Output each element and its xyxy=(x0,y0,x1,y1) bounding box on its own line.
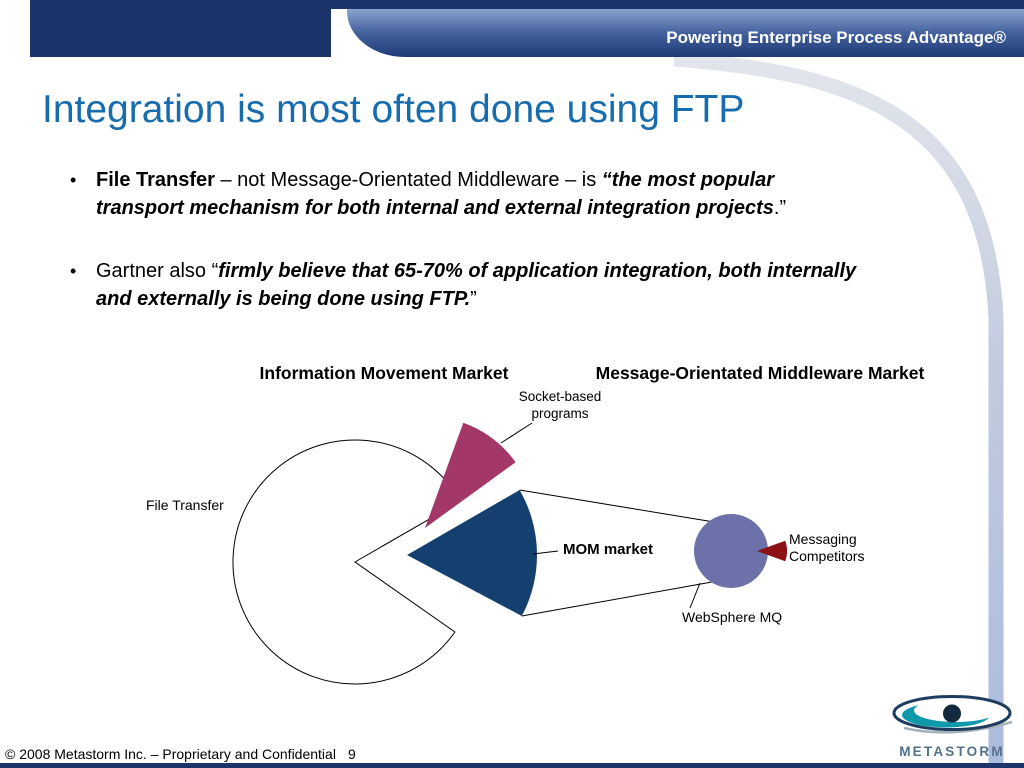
text-segment: and externally is being done using FTP. xyxy=(96,288,471,310)
footer: © 2008 Metastorm Inc. – Proprietary and … xyxy=(5,746,356,762)
funnel-line-bottom xyxy=(521,581,713,617)
bullet-line: and externally is being done using FTP.” xyxy=(96,285,856,313)
text-segment: .” xyxy=(773,197,787,219)
bullet-line: Gartner also “firmly believe that 65-70%… xyxy=(96,257,856,285)
bullet-line: transport mechanism for both internal an… xyxy=(96,194,786,222)
bullet-item: • Gartner also “firmly believe that 65-7… xyxy=(70,257,970,313)
text-segment: File Transfer xyxy=(96,169,215,191)
socket-programs-slice xyxy=(425,422,516,528)
label-line: programs xyxy=(531,406,589,421)
header-tagline: Powering Enterprise Process Advantage® xyxy=(666,28,1006,47)
label-file-transfer: File Transfer xyxy=(146,497,224,513)
footer-copyright: © 2008 Metastorm Inc. – Proprietary and … xyxy=(5,746,336,762)
page-title: Integration is most often done using FTP xyxy=(42,88,745,131)
text-segment: “the most popular xyxy=(601,169,775,191)
chart-header-information-movement: Information Movement Market xyxy=(259,363,509,383)
bottom-strip xyxy=(0,763,1024,768)
label-line: Messaging xyxy=(789,531,857,547)
bullet-list: • File Transfer – not Message-Orientated… xyxy=(70,166,970,348)
messaging-competitors-slice xyxy=(757,540,788,562)
label-mom-market: MOM market xyxy=(563,541,654,558)
mom-market-slice xyxy=(407,490,538,616)
text-segment: ” xyxy=(470,288,477,310)
header-gradient-bar: Powering Enterprise Process Advantage® xyxy=(347,9,1024,57)
logo-eye-icon xyxy=(892,695,1013,734)
bullet-marker: • xyxy=(70,170,77,190)
top-strip xyxy=(30,0,1024,9)
mom-leader-line xyxy=(532,550,559,555)
market-pie-chart xyxy=(232,422,788,685)
bullet-text: Gartner also “firmly believe that 65-70%… xyxy=(96,257,856,313)
socket-leader-line xyxy=(500,422,533,444)
label-line: Competitors xyxy=(789,548,865,564)
logo-wordmark: METASTORM xyxy=(899,744,1005,759)
label-socket-based-programs: Socket-based programs xyxy=(500,388,620,422)
bullet-line: File Transfer – not Message-Orientated M… xyxy=(96,166,786,194)
label-line: Socket-based xyxy=(518,389,602,404)
metastorm-logo: METASTORM xyxy=(886,694,1018,759)
bullet-marker: • xyxy=(70,261,77,281)
websphere-leader-line xyxy=(689,582,701,609)
text-segment: – not Message-Orientated Middleware – is xyxy=(214,169,602,191)
websphere-mq-slice xyxy=(694,514,768,588)
bullet-text: File Transfer – not Message-Orientated M… xyxy=(96,166,786,222)
header-left-block xyxy=(30,9,331,57)
label-messaging-competitors: Messaging Competitors xyxy=(789,531,864,565)
text-segment: Gartner also “ xyxy=(96,260,219,282)
text-segment: transport mechanism for both internal an… xyxy=(96,197,774,219)
label-websphere-mq: WebSphere MQ xyxy=(682,609,783,625)
bullet-item: • File Transfer – not Message-Orientated… xyxy=(70,166,970,222)
footer-page-number: 9 xyxy=(347,746,356,762)
file-transfer-slice xyxy=(232,439,462,685)
text-segment: firmly believe that 65-70% of applicatio… xyxy=(218,260,857,282)
funnel-line-top xyxy=(519,489,715,523)
chart-header-mom-market: Message-Orientated Middleware Market xyxy=(595,363,925,383)
